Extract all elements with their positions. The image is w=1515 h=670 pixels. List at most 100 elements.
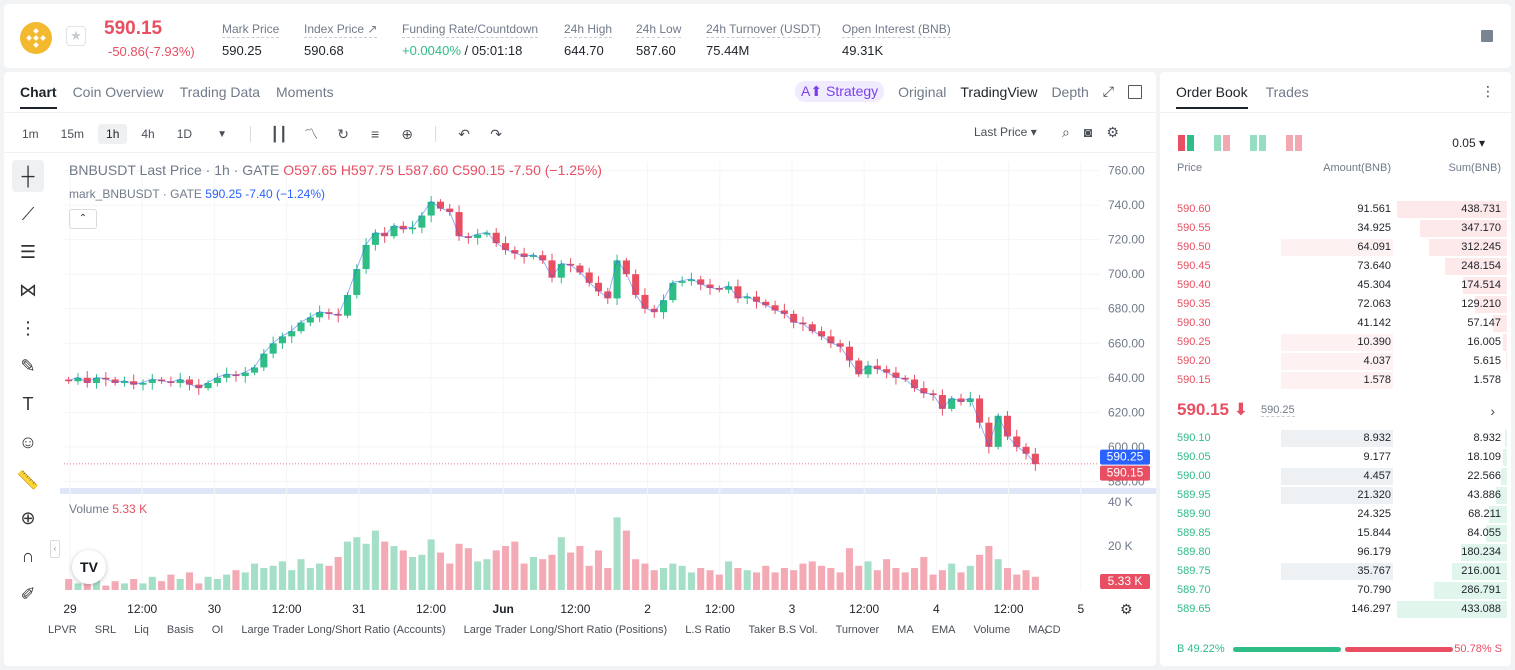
ask-row[interactable]: 590.15 1.578 1.578 [1160, 371, 1511, 390]
search-icon[interactable]: ⌕ [1062, 124, 1070, 140]
bid-row[interactable]: 589.65 146.297 433.088 [1160, 600, 1511, 619]
indicator-item[interactable]: SRL [94, 624, 117, 636]
indicator-item[interactable]: Turnover [835, 624, 880, 636]
indicator-item[interactable]: LPVR [48, 624, 77, 636]
indicator-item[interactable]: Large Trader Long/Short Ratio (Positions… [463, 624, 668, 636]
expand-icon[interactable]: ⤢ [1102, 83, 1114, 99]
bid-row[interactable]: 590.00 4.457 22.566 [1160, 467, 1511, 486]
row-amount: 70.790 [1357, 584, 1391, 596]
tab-coin-overview[interactable]: Coin Overview [72, 84, 164, 100]
undo-icon[interactable]: ↶ [458, 125, 470, 142]
parallel-lines-icon[interactable]: ☰ [19, 241, 37, 262]
indicator-item[interactable]: EMA [931, 624, 956, 636]
ask-row[interactable]: 590.60 91.561 438.731 [1160, 200, 1511, 219]
bid-row[interactable]: 589.80 96.179 180.234 [1160, 543, 1511, 562]
tab-trading-data[interactable]: Trading Data [179, 84, 261, 100]
indicator-item[interactable]: Volume [973, 624, 1011, 636]
candle-body [966, 398, 974, 402]
ask-row[interactable]: 590.30 41.142 57.147 [1160, 314, 1511, 333]
replay-icon[interactable]: ↻ [337, 125, 349, 142]
price-chart[interactable]: 760.00 740.00 720.00 700.00 680.00 660.00 640.… [4, 72, 1156, 666]
ask-row[interactable]: 590.40 45.304 174.514 [1160, 276, 1511, 295]
pencil-lock-icon[interactable]: ✐ [20, 583, 36, 604]
tradingview-logo[interactable]: TV [72, 550, 106, 584]
magnet-icon[interactable]: ∩ [21, 545, 35, 566]
gear-icon[interactable]: ⚙ [1106, 124, 1119, 140]
ask-row[interactable]: 590.25 10.390 16.005 [1160, 333, 1511, 352]
scale-settings-icon[interactable]: ⚙ [1120, 601, 1133, 617]
mode-depth[interactable]: Depth [1051, 83, 1089, 100]
ask-row[interactable]: 590.35 72.063 129.210 [1160, 295, 1511, 314]
timeframe-1d[interactable]: 1D [176, 127, 193, 141]
candle-body [474, 234, 482, 238]
fib-icon[interactable]: ⋮ [19, 317, 37, 338]
tab-trades[interactable]: Trades [1265, 84, 1309, 100]
zoom-in-icon[interactable]: ⊕ [20, 507, 36, 528]
precision-select[interactable]: 0.05 ▾ [1452, 136, 1485, 150]
bid-row[interactable]: 590.05 9.177 18.109 [1160, 448, 1511, 467]
tab-order-book[interactable]: Order Book [1176, 84, 1248, 109]
pattern-icon[interactable]: ⋈ [19, 279, 37, 300]
ask-row[interactable]: 590.55 34.925 347.170 [1160, 219, 1511, 238]
indicator-item[interactable]: Basis [166, 624, 194, 636]
view-both-alt-icon[interactable] [1214, 135, 1230, 151]
view-asks-icon[interactable] [1286, 135, 1302, 151]
view-bids-icon[interactable] [1250, 135, 1266, 151]
timeframe-1h[interactable]: 1h [98, 124, 128, 144]
ask-row[interactable]: 590.45 73.640 248.154 [1160, 257, 1511, 276]
timeframe-15m[interactable]: 15m [60, 127, 85, 141]
bid-row[interactable]: 589.95 21.320 43.886 [1160, 486, 1511, 505]
more-icon[interactable]: ⋮ [1481, 83, 1495, 99]
indicators-icon[interactable]: 〽 [304, 126, 319, 142]
indicator-item[interactable]: Large Trader Long/Short Ratio (Accounts) [241, 624, 446, 636]
timeframe-1m[interactable]: 1m [22, 127, 39, 141]
indicator-item[interactable]: OI [211, 624, 224, 636]
collapse-legend-button[interactable]: ⌃ [69, 209, 97, 229]
ask-row[interactable]: 590.50 64.091 312.245 [1160, 238, 1511, 257]
mode-tradingview[interactable]: TradingView [960, 83, 1038, 100]
brush-icon[interactable]: ✎ [20, 355, 36, 376]
add-alert-icon[interactable]: ⊕ [401, 125, 413, 142]
chevron-right-icon[interactable]: › [1490, 403, 1495, 419]
collapse-toolbar-icon[interactable]: ‹ [50, 540, 60, 558]
row-sum: 216.001 [1461, 565, 1501, 577]
ask-row[interactable]: 590.20 4.037 5.615 [1160, 352, 1511, 371]
window-icon[interactable] [1128, 84, 1142, 99]
strategy-button[interactable]: A⬆ Strategy [795, 81, 885, 102]
stat-index-price[interactable]: Index Price ↗ 590.68 [304, 22, 378, 58]
bid-row[interactable]: 589.85 15.844 84.055 [1160, 524, 1511, 543]
stat-value: 590.25 [222, 43, 262, 58]
bid-row[interactable]: 589.70 70.790 286.791 [1160, 581, 1511, 600]
bid-row[interactable]: 590.10 8.932 8.932 [1160, 429, 1511, 448]
indicator-item[interactable]: MA [897, 624, 914, 636]
timeframe-4h[interactable]: 4h [141, 127, 155, 141]
tab-moments[interactable]: Moments [276, 84, 334, 100]
indicator-item[interactable]: L.S Ratio [685, 624, 731, 636]
crosshair-icon[interactable]: ┼ [12, 160, 44, 192]
price-source-select[interactable]: Last Price ▾ [974, 125, 1037, 139]
stat-value: 590.68 [304, 43, 344, 58]
chevron-right-icon[interactable]: › [1044, 624, 1048, 638]
bid-row[interactable]: 589.75 35.767 216.001 [1160, 562, 1511, 581]
indicator-item[interactable]: Taker B.S Vol. [748, 624, 818, 636]
indicator-item[interactable]: MACD [1028, 624, 1061, 636]
redo-icon[interactable]: ↷ [490, 125, 502, 142]
camera-icon[interactable]: ◙ [1083, 124, 1093, 140]
emoji-icon[interactable]: ☺ [18, 431, 38, 452]
volume-bar [232, 570, 240, 590]
templates-icon[interactable]: ≡ [370, 126, 380, 142]
timeframe-dropdown-icon[interactable]: ▼ [217, 128, 228, 140]
bid-row[interactable]: 589.90 24.325 68.211 [1160, 505, 1511, 524]
candle-body [585, 272, 593, 283]
indicator-item[interactable]: Liq [134, 624, 149, 636]
text-icon[interactable]: T [22, 393, 34, 414]
candle-type-icon[interactable]: ┃┃ [270, 125, 288, 142]
ruler-icon[interactable]: 📏 [16, 469, 40, 490]
trendline-icon[interactable]: ⟋ [21, 203, 35, 224]
tab-chart[interactable]: Chart [20, 84, 57, 109]
view-both-icon[interactable] [1178, 135, 1194, 151]
guide-book-icon[interactable] [1481, 30, 1493, 42]
candle-body [371, 232, 379, 245]
favorite-star-icon[interactable]: ★ [66, 26, 86, 46]
mode-original[interactable]: Original [898, 83, 947, 100]
